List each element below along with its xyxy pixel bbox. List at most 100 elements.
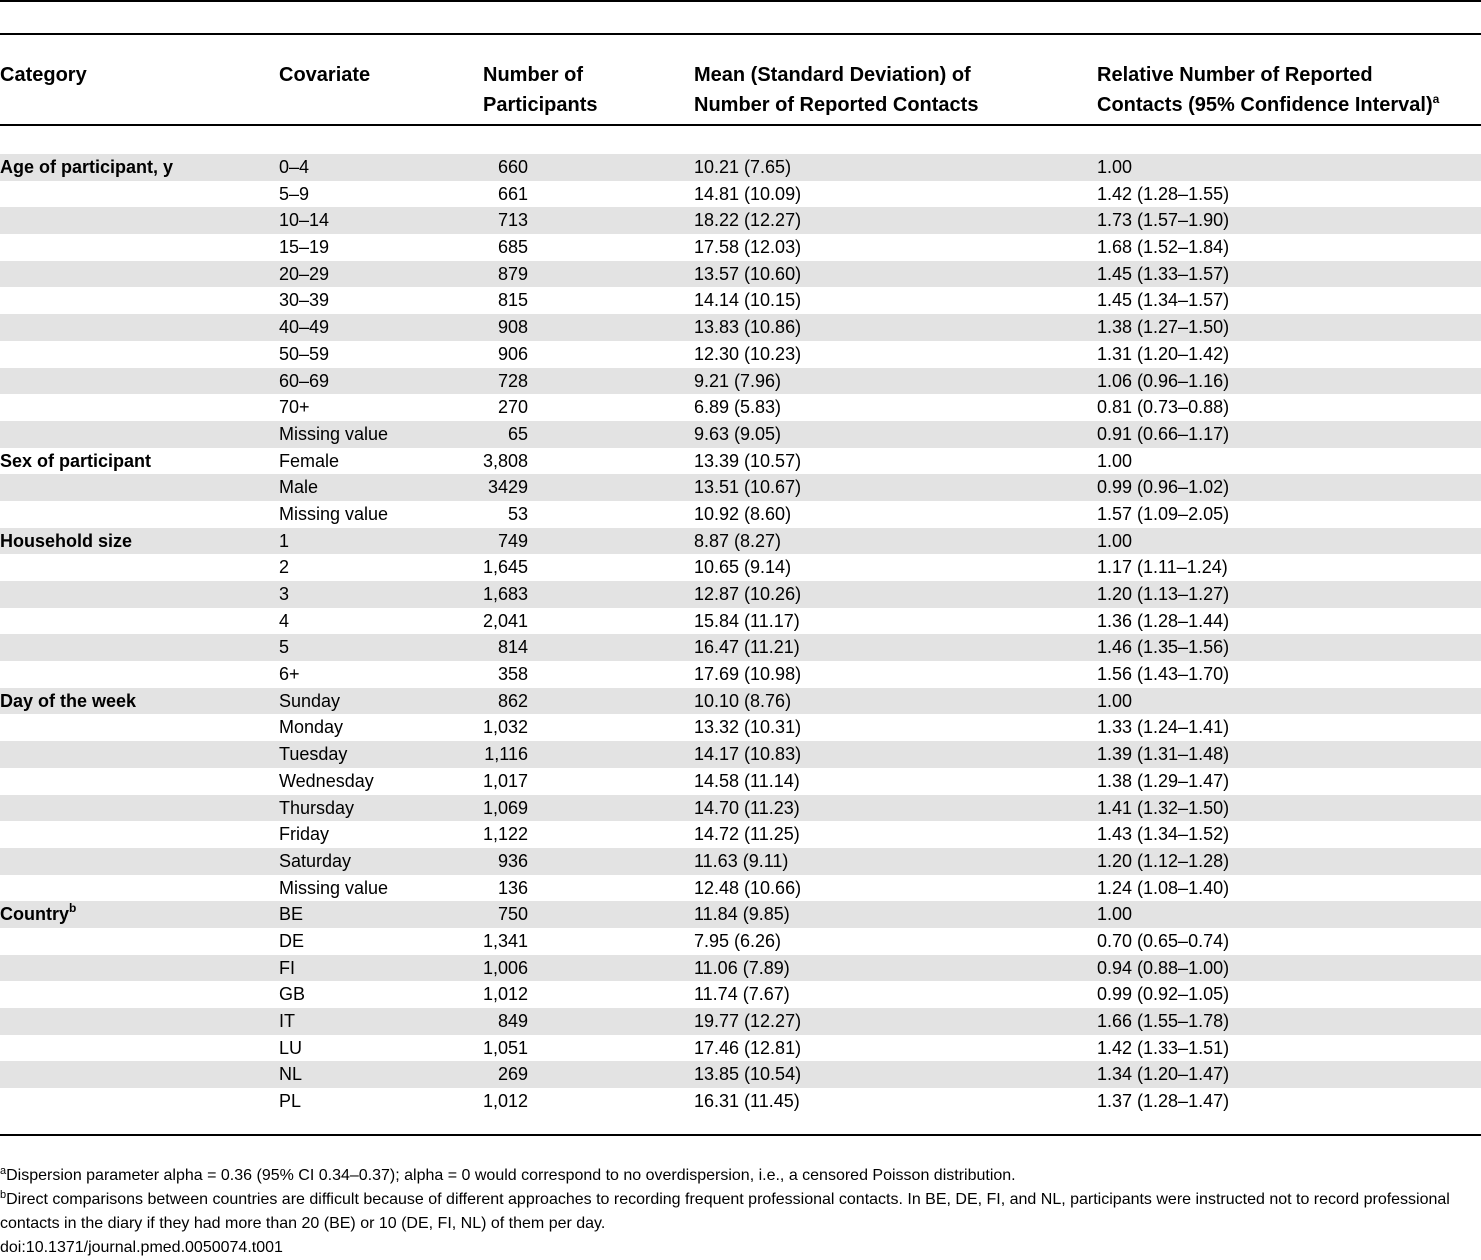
row-participants: 661 [497,183,528,204]
row-relative-ci: 1.00 [1097,530,1133,551]
row-mean-sd: 11.63 (9.11) [694,850,789,871]
row-mean-sd: 12.48 (10.66) [694,877,802,898]
row-participants: 270 [497,397,528,418]
row-category: Household size [0,530,133,551]
row-mean-sd: 16.47 (11.21) [694,637,800,658]
row-relative-ci: 1.57 (1.09–2.05) [1097,503,1230,524]
row-mean-sd: 19.77 (12.27) [694,1011,802,1031]
footnote-a: aDispersion parameter alpha = 0.36 (95% … [0,1165,1016,1185]
row-participants: 53 [507,503,528,524]
table-header: Category Covariate Number of Participant… [0,60,1481,122]
row-category-footnote-mark: b [69,901,77,916]
row-mean-sd: 9.21 (7.96) [694,370,782,391]
row-mean-sd: 14.70 (11.23) [694,797,800,818]
row-mean-sd: 17.46 (12.81) [694,1037,802,1058]
row-relative-ci: 0.70 (0.65–0.74) [1097,930,1230,951]
table-row: GB 1,012 11.74 (7.67) 0.99 (0.92–1.05) [0,981,1481,1008]
row-covariate: PL [279,1091,302,1112]
row-participants: 1,032 [482,717,528,738]
row-mean-sd: 17.69 (10.98) [694,664,802,685]
row-relative-ci: 1.17 (1.11–1.24) [1097,557,1228,578]
table-row: FI 1,006 11.06 (7.89) 0.94 (0.88–1.00) [0,954,1481,982]
row-participants: 1,012 [482,984,528,1005]
row-mean-sd: 7.95 (6.26) [694,930,782,951]
row-participants: 1,122 [482,824,528,845]
table-row: 50–59 906 12.30 (10.23) 1.31 (1.20–1.42) [0,341,1481,368]
row-covariate: Monday [279,717,344,738]
row-relative-ci: 0.99 (0.92–1.05) [1097,984,1230,1005]
row-relative-ci: 1.00 [1097,157,1133,177]
row-relative-ci: 1.00 [1097,450,1133,471]
row-category: Age of participant, y [0,157,174,177]
row-covariate: 40–49 [279,317,330,338]
table-row: 20–29 879 13.57 (10.60) 1.45 (1.33–1.57) [0,260,1481,288]
row-covariate: 0–4 [279,157,310,177]
table-row: 4 2,041 15.84 (11.17) 1.36 (1.28–1.44) [0,608,1481,635]
table-row: NL 269 13.85 (10.54) 1.34 (1.20–1.47) [0,1061,1481,1089]
row-participants: 269 [497,1064,528,1085]
table-row: Age of participant, y 0–4 660 10.21 (7.65) 1… [0,154,1481,181]
row-covariate: Sunday [279,690,341,711]
row-relative-ci: 1.42 (1.28–1.55) [1097,183,1230,204]
row-covariate: 4 [279,610,290,631]
row-relative-ci: 1.39 (1.31–1.48) [1097,744,1230,765]
table-row: Thursday 1,069 14.70 (11.23) 1.41 (1.32–1.5… [0,794,1481,822]
row-relative-ci: 0.81 (0.73–0.88) [1097,397,1230,418]
row-covariate: NL [279,1064,303,1085]
row-mean-sd: 12.30 (10.23) [694,343,802,364]
row-relative-ci: 1.42 (1.33–1.51) [1097,1037,1230,1058]
table-row: Day of the week Sunday 862 10.10 (8.76) 1.00 [0,687,1481,715]
row-mean-sd: 8.87 (8.27) [694,530,782,551]
row-covariate: 3 [279,584,290,604]
table-row: Sex of participant Female 3,808 13.39 (10.5… [0,448,1481,475]
table-row: 70+ 270 6.89 (5.83) 0.81 (0.73–0.88) [0,394,1481,421]
row-covariate: 2 [279,557,290,578]
row-mean-sd: 12.87 (10.26) [694,584,802,604]
row-mean-sd: 14.58 (11.14) [694,770,800,791]
row-relative-ci: 1.41 (1.32–1.50) [1097,797,1230,818]
table-row: 30–39 815 14.14 (10.15) 1.45 (1.34–1.57) [0,287,1481,314]
header-relative: Relative Number of Reported Contacts (95… [1097,64,1440,116]
table-top-rule [0,0,1481,2]
header-participants: Number of Participants [483,64,598,116]
footnote-b: bDirect comparisons between countries ar… [0,1189,1450,1233]
row-participants: 815 [497,290,528,311]
row-participants: 358 [497,664,528,685]
table-footnotes: aDispersion parameter alpha = 0.36 (95% … [0,1164,1481,1260]
row-covariate: FI [279,957,295,978]
row-mean-sd: 16.31 (11.45) [694,1091,800,1112]
row-relative-ci: 1.20 (1.13–1.27) [1097,584,1230,604]
row-participants: 65 [507,423,528,444]
row-mean-sd: 14.81 (10.09) [694,183,802,204]
row-relative-ci: 1.68 (1.52–1.84) [1097,237,1230,258]
table-row: Monday 1,032 13.32 (10.31) 1.33 (1.24–1.41) [0,714,1481,741]
row-participants: 1,069 [482,797,528,818]
row-covariate: Saturday [279,850,352,871]
row-category: Countryb [0,901,76,928]
row-mean-sd: 14.72 (11.25) [694,824,800,845]
row-category-text: Country [0,904,69,925]
row-participants: 849 [497,1011,528,1031]
row-category: Sex of participant [0,450,152,471]
row-relative-ci: 1.38 (1.27–1.50) [1097,317,1230,338]
table-row: IT 849 19.77 (12.27) 1.66 (1.55–1.78) [0,1008,1481,1035]
row-covariate: 60–69 [279,370,330,391]
table-row: Missing value 136 12.48 (10.66) 1.24 (1.08–… [0,875,1481,902]
row-mean-sd: 14.14 (10.15) [694,290,802,311]
row-participants: 1,683 [482,584,528,604]
table-row: Countryb BE 750 11.84 (9.85) 1.00 [0,901,1481,928]
table-row: Household size 1 749 8.87 (8.27) 1.00 [0,527,1481,555]
row-mean-sd: 9.63 (9.05) [694,423,782,444]
row-relative-ci: 0.91 (0.66–1.17) [1097,423,1230,444]
row-relative-ci: 1.20 (1.12–1.28) [1097,850,1230,871]
row-covariate: Tuesday [279,744,348,765]
row-covariate: IT [279,1011,295,1031]
row-relative-ci: 1.43 (1.34–1.52) [1097,824,1230,845]
table-row: Male 3429 13.51 (10.67) 0.99 (0.96–1.02) [0,474,1481,501]
row-relative-ci: 1.33 (1.24–1.41) [1097,717,1230,738]
row-relative-ci: 0.99 (0.96–1.02) [1097,477,1230,498]
row-participants: 1,645 [482,557,528,578]
row-covariate: Thursday [279,797,355,818]
row-relative-ci: 1.46 (1.35–1.56) [1097,637,1230,658]
row-participants: 3,808 [482,450,528,471]
